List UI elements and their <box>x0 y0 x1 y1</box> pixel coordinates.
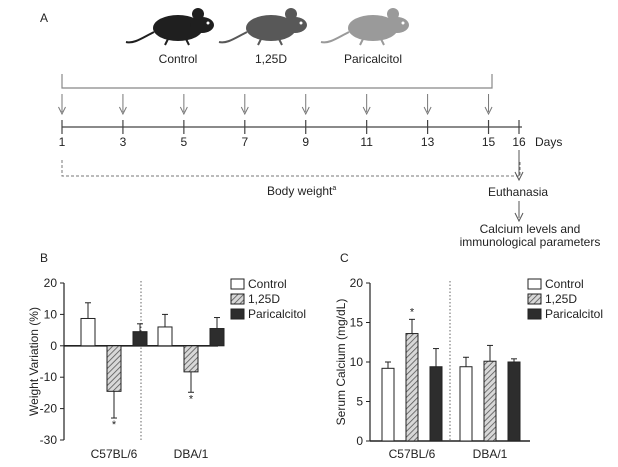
injection-arrow <box>118 94 127 116</box>
day-tick-label: 13 <box>421 135 435 149</box>
injection-arrows <box>58 94 493 116</box>
y-tick-label: 0 <box>356 434 363 448</box>
x-category-label: DBA/1 <box>473 447 508 461</box>
bar-paricalcitol-c57bl6 <box>132 331 148 347</box>
x-category-label: DBA/1 <box>174 447 209 461</box>
bar-125d-c57bl6 <box>106 345 122 392</box>
day-tick-label: 9 <box>302 135 309 149</box>
legend-label: Paricalcitol <box>248 307 306 321</box>
legend-swatch <box>230 278 245 290</box>
y-tick-label: 20 <box>44 276 58 290</box>
y-tick-label: 10 <box>44 307 58 321</box>
day-ticks: 1 3 5 7 9 11 13 15 16 <box>59 120 526 149</box>
legend-swatch <box>527 308 542 320</box>
panel-a-label: A <box>40 11 48 25</box>
day-tick-label: 7 <box>241 135 248 149</box>
group-label-125d: 1,25D <box>255 52 287 66</box>
injection-arrow <box>301 94 310 116</box>
day-tick-label: 5 <box>181 135 188 149</box>
mouse-icons <box>125 8 409 46</box>
bar-paricalcitol-dba1 <box>507 361 521 442</box>
y-tick-label: 15 <box>350 316 364 330</box>
mouse-icon <box>218 8 307 46</box>
injection-arrow <box>179 94 188 116</box>
bar-control-dba1 <box>459 366 473 442</box>
injection-arrow <box>362 94 371 116</box>
legend-swatch <box>230 293 245 305</box>
y-tick-label: 20 <box>350 276 364 290</box>
y-tick-label: -30 <box>40 433 58 447</box>
body-weight-bracket <box>61 160 521 177</box>
day-tick-label: 11 <box>360 135 373 149</box>
significance-mark: * <box>410 306 415 318</box>
bar-control-c57bl6 <box>80 317 96 347</box>
panel-c-label: C <box>340 251 349 265</box>
legend-label: Control <box>545 277 584 291</box>
group-label-control: Control <box>159 52 198 66</box>
legend-label: 1,25D <box>545 292 577 306</box>
significance-mark: * <box>112 419 117 431</box>
day-tick-label: 16 <box>512 135 526 149</box>
euthanasia-label: Euthanasia <box>488 185 548 199</box>
y-tick-label: -20 <box>40 402 58 416</box>
legend-swatch <box>230 308 245 320</box>
y-axis-title: Serum Calcium (mg/dL) <box>334 299 348 426</box>
bar-paricalcitol-c57bl6 <box>429 366 443 442</box>
body-weight-label: Body weighta <box>267 184 336 198</box>
bar-paricalcitol-dba1 <box>209 328 225 347</box>
timeline-diagram: Control 1,25D Paricalcitol 1 3 5 7 9 11 13 15 16… <box>58 8 601 249</box>
euthanasia-arrowhead <box>514 171 524 182</box>
y-tick-label: 5 <box>356 395 363 409</box>
injection-arrow <box>240 94 249 116</box>
panel-b-label: B <box>40 251 48 265</box>
y-tick-label: -10 <box>40 370 58 384</box>
x-category-label: C57BL/6 <box>389 447 436 461</box>
days-label: Days <box>535 135 562 149</box>
y-tick-label: 0 <box>50 339 57 353</box>
bar-125d-dba1 <box>183 345 199 373</box>
x-category-label: C57BL/6 <box>91 447 138 461</box>
legend-label: Control <box>248 277 287 291</box>
day-tick-label: 3 <box>120 135 127 149</box>
day-tick-label: 1 <box>59 135 66 149</box>
injection-arrow <box>58 94 66 116</box>
outcome-line-1: Calcium levels and <box>480 222 581 236</box>
legend-label: Paricalcitol <box>545 307 603 321</box>
legend-label: 1,25D <box>248 292 280 306</box>
bar-control-dba1 <box>157 326 173 347</box>
treatment-bracket <box>61 74 493 89</box>
legend-swatch <box>527 278 542 290</box>
outcome-arrowhead <box>514 212 524 223</box>
legend-swatch <box>527 293 542 305</box>
injection-arrow <box>484 94 493 116</box>
y-tick-label: 10 <box>350 355 364 369</box>
significance-mark: * <box>189 393 194 405</box>
y-axis-title: Weight Variation (%) <box>27 307 41 416</box>
bar-125d-c57bl6 <box>405 333 419 442</box>
bar-control-c57bl6 <box>381 367 395 442</box>
mouse-icon <box>320 8 409 46</box>
day-tick-label: 15 <box>482 135 496 149</box>
mouse-icon <box>125 8 214 46</box>
chart-weight-variation: -30 -20 -10 0 10 20 Weight Variation (%) * C57BL… <box>27 276 306 461</box>
outcome-line-2: immunological parameters <box>460 235 601 249</box>
group-label-paricalcitol: Paricalcitol <box>344 52 402 66</box>
injection-arrow <box>423 94 432 116</box>
bar-125d-dba1 <box>483 360 497 442</box>
